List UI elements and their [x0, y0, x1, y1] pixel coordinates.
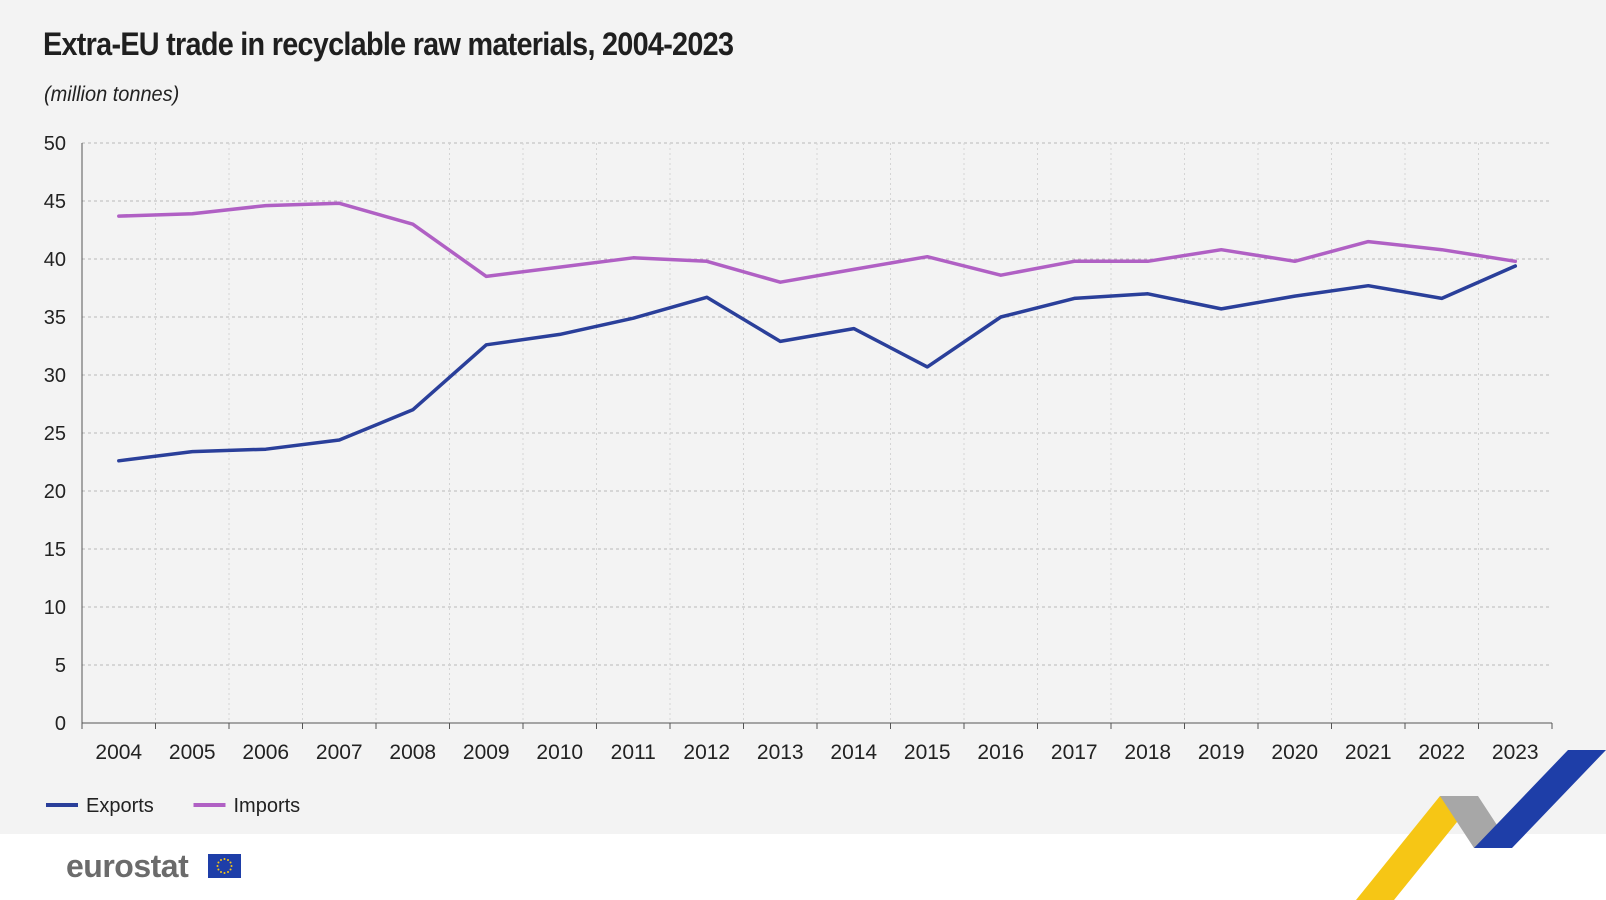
- chart-subtitle: (million tonnes): [44, 83, 180, 106]
- flag-star: [230, 865, 233, 867]
- y-tick-label: 50: [44, 133, 66, 155]
- series-line-exports: [117, 264, 1518, 463]
- flag-star: [216, 865, 219, 867]
- x-tick-label: 2017: [1051, 741, 1098, 764]
- x-axis: 2004 2005 2006 2007 2008 2009 2010 2011 2012 2013…: [95, 741, 1538, 764]
- x-tick-label: 2020: [1271, 741, 1318, 764]
- y-tick-label: 5: [55, 655, 66, 677]
- x-tick-label: 2008: [389, 741, 436, 764]
- flag-star: [227, 871, 229, 874]
- y-axis: 0 5 10 15 20 25 30 35 40 45 50: [44, 133, 66, 735]
- flag-star: [223, 872, 226, 874]
- x-tick-label: 2023: [1492, 741, 1539, 764]
- y-tick-label: 40: [44, 249, 66, 271]
- x-tick-label: 2019: [1198, 741, 1245, 764]
- series-line-imports: [117, 201, 1518, 284]
- eurostat-logo: eurostat: [66, 848, 189, 884]
- y-tick-label: 45: [44, 191, 66, 213]
- x-tick-label: 2013: [757, 741, 804, 764]
- flag-star: [217, 861, 220, 864]
- flag-star: [227, 858, 229, 861]
- x-tick-label: 2011: [611, 741, 656, 764]
- legend-label-imports: Imports: [234, 795, 301, 817]
- y-tick-label: 25: [44, 423, 66, 445]
- flag-star: [229, 868, 232, 871]
- flag-star: [223, 858, 226, 860]
- chart-title: Extra-EU trade in recyclable raw materia…: [43, 26, 734, 62]
- x-tick-label: 2016: [977, 741, 1024, 764]
- x-tick-label: 2006: [242, 741, 289, 764]
- y-tick-label: 0: [55, 713, 66, 735]
- flag-star: [220, 871, 222, 874]
- y-tick-label: 20: [44, 481, 66, 503]
- x-tick-label: 2012: [683, 741, 730, 764]
- series-lines: [117, 201, 1518, 463]
- ribbon-blue: [1474, 750, 1606, 848]
- grid: [81, 142, 1553, 729]
- y-tick-label: 10: [44, 597, 66, 619]
- x-tick-label: 2014: [830, 741, 877, 764]
- flag-star: [220, 858, 222, 861]
- x-tick-label: 2004: [95, 741, 142, 764]
- chart-panel: [0, 0, 1606, 834]
- flag-star: [217, 868, 220, 871]
- x-tick-label: 2005: [169, 741, 216, 764]
- x-tick-label: 2007: [316, 741, 363, 764]
- eu-flag-icon: [208, 854, 241, 878]
- x-tick-label: 2010: [536, 741, 583, 764]
- ribbon-yellow: [1356, 796, 1478, 900]
- x-tick-label: 2009: [463, 741, 510, 764]
- x-tick-label: 2021: [1345, 741, 1392, 764]
- x-tick-label: 2018: [1124, 741, 1171, 764]
- legend: Exports Imports: [46, 795, 300, 817]
- y-tick-label: 30: [44, 365, 66, 387]
- x-tick-label: 2022: [1418, 741, 1465, 764]
- x-tick-label: 2015: [904, 741, 951, 764]
- flag-star: [229, 861, 232, 864]
- y-tick-label: 35: [44, 307, 66, 329]
- legend-label-exports: Exports: [86, 795, 154, 817]
- y-tick-label: 15: [44, 539, 66, 561]
